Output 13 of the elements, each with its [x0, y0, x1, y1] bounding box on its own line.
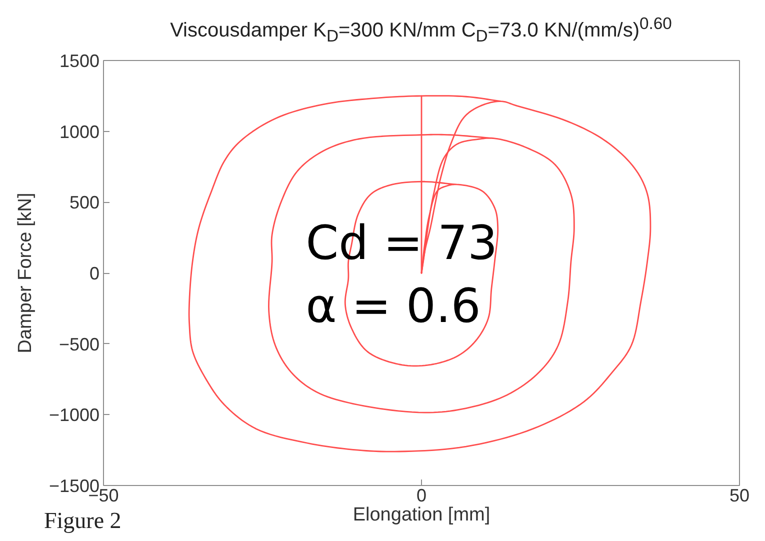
y-tick-label: 0 — [89, 264, 100, 284]
y-tick-label: 500 — [69, 192, 100, 213]
chart-title: Viscousdamper K$_{D}$=300 KN/mm C$_{D}$=73.0 KN/(mm/s)$^{0.60}$ — [170, 13, 672, 48]
y-tick-label: −500 — [58, 334, 100, 354]
y-tick-label: −1000 — [48, 405, 100, 426]
y-tick-label: 1500 — [59, 51, 100, 71]
y-tick-label: 1000 — [59, 122, 100, 142]
y-axis-title: Damper Force [kN] — [14, 192, 36, 354]
caption: Figure 2 — [44, 508, 122, 534]
x-tick-label: 0 — [416, 486, 427, 506]
x-tick-label: 50 — [729, 486, 750, 506]
x-axis-title: Elongation [mm] — [352, 504, 490, 526]
annotation: α = 0.6 — [306, 279, 481, 334]
